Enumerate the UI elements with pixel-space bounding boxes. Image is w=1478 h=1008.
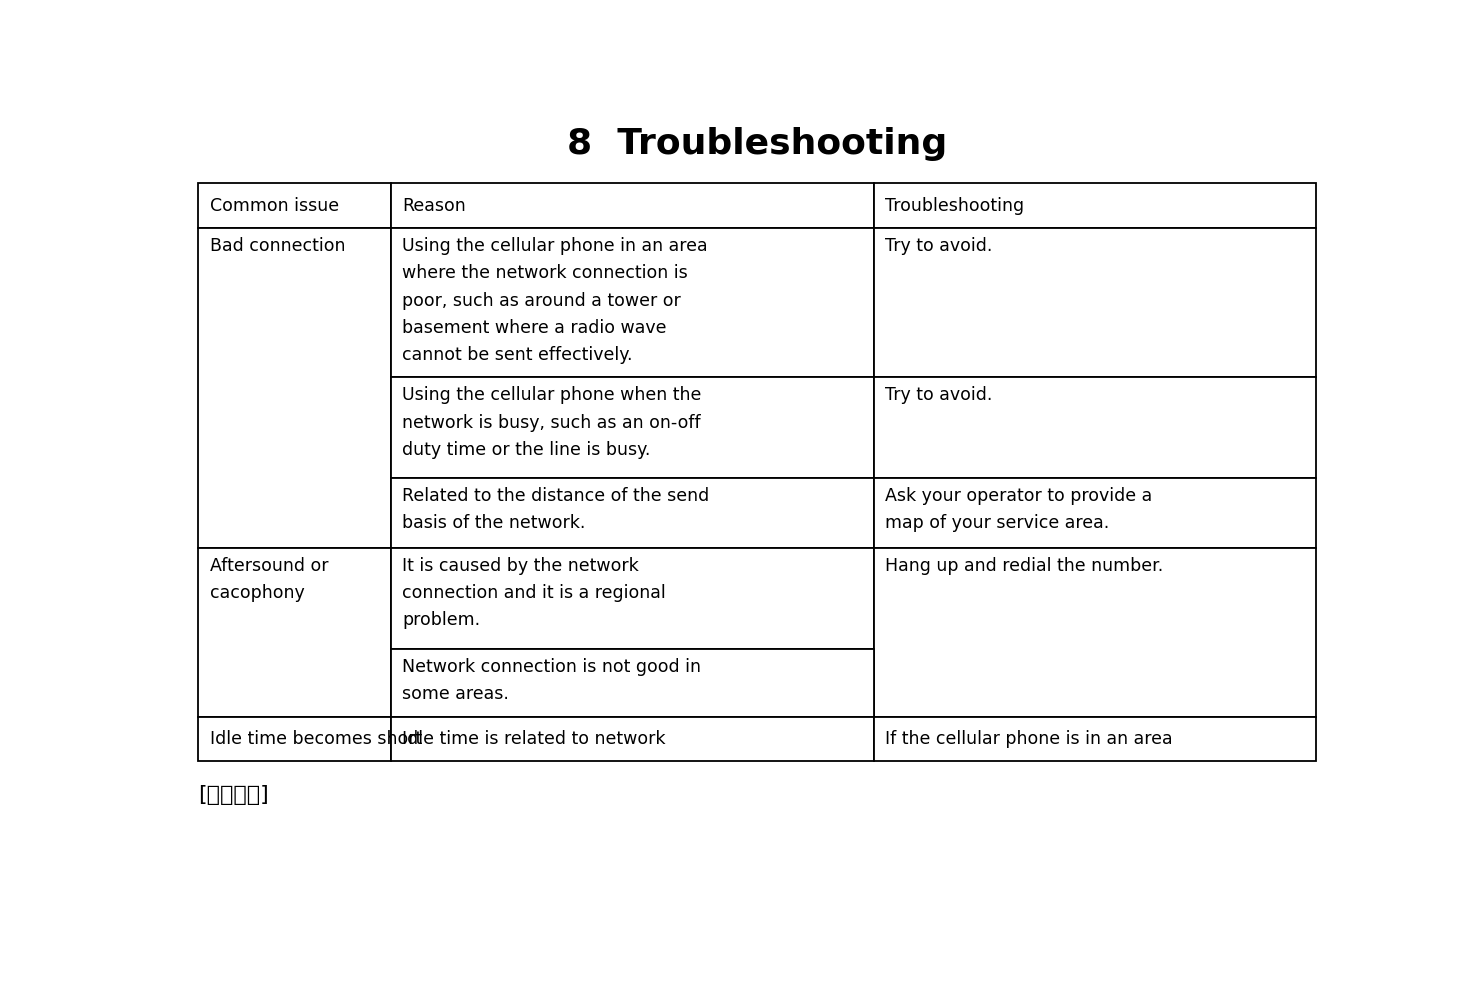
- Text: Aftersound or
cacophony: Aftersound or cacophony: [210, 557, 328, 602]
- Text: 8  Troubleshooting: 8 Troubleshooting: [568, 127, 947, 161]
- Text: Using the cellular phone when the
network is busy, such as an on-off
duty time o: Using the cellular phone when the networ…: [402, 386, 702, 459]
- Bar: [873, 717, 1317, 760]
- Text: Ask your operator to provide a
map of your service area.: Ask your operator to provide a map of yo…: [885, 487, 1153, 532]
- Bar: [873, 548, 1317, 717]
- Text: Hang up and redial the number.: Hang up and redial the number.: [885, 557, 1163, 576]
- Text: Related to the distance of the send
basis of the network.: Related to the distance of the send basi…: [402, 487, 709, 532]
- Text: Network connection is not good in
some areas.: Network connection is not good in some a…: [402, 658, 701, 704]
- Bar: [390, 717, 873, 760]
- Bar: [390, 377, 873, 478]
- Bar: [873, 228, 1317, 377]
- Text: It is caused by the network
connection and it is a regional
problem.: It is caused by the network connection a…: [402, 557, 667, 629]
- Bar: [198, 228, 390, 548]
- Bar: [390, 649, 873, 717]
- Text: Troubleshooting: Troubleshooting: [885, 197, 1024, 215]
- Bar: [198, 183, 390, 228]
- Text: Idle time becomes short: Idle time becomes short: [210, 730, 423, 748]
- Text: Try to avoid.: Try to avoid.: [885, 386, 993, 404]
- Bar: [873, 183, 1317, 228]
- Text: Common issue: Common issue: [210, 197, 338, 215]
- Text: Idle time is related to network: Idle time is related to network: [402, 730, 665, 748]
- Bar: [390, 183, 873, 228]
- Text: Reason: Reason: [402, 197, 466, 215]
- Bar: [390, 548, 873, 649]
- Text: Using the cellular phone in an area
where the network connection is
poor, such a: Using the cellular phone in an area wher…: [402, 238, 708, 364]
- Bar: [873, 377, 1317, 478]
- Bar: [198, 717, 390, 760]
- Bar: [390, 228, 873, 377]
- Text: Bad connection: Bad connection: [210, 238, 346, 255]
- Text: [键入文字]: [键入文字]: [198, 785, 269, 805]
- Bar: [873, 478, 1317, 548]
- Bar: [198, 548, 390, 717]
- Text: If the cellular phone is in an area: If the cellular phone is in an area: [885, 730, 1174, 748]
- Text: Try to avoid.: Try to avoid.: [885, 238, 993, 255]
- Bar: [390, 478, 873, 548]
